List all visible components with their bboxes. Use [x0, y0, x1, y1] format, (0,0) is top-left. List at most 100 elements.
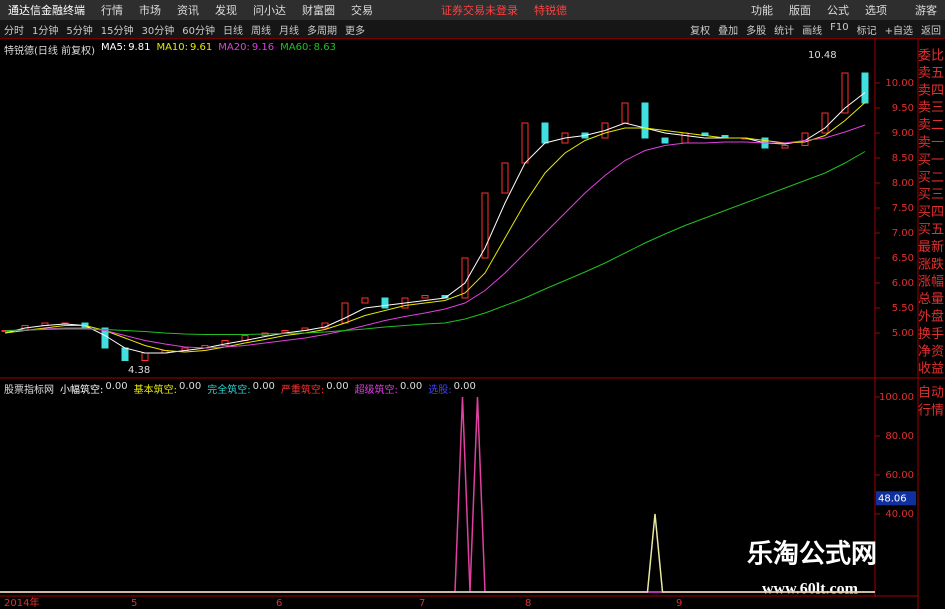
menu-item[interactable]: 选项	[865, 4, 887, 17]
candle	[821, 112, 829, 134]
tool-button[interactable]: 复权	[690, 25, 711, 37]
y-tick-label: 6.50	[892, 253, 914, 264]
y-tick-label: 80.00	[885, 431, 914, 442]
period-tab[interactable]: 多周期	[306, 25, 337, 37]
side-label: 买四	[918, 205, 944, 220]
ma-name: MA20:	[218, 42, 250, 53]
watermark-url: www.60lt.com	[762, 581, 859, 598]
period-tab[interactable]: 1分钟	[32, 25, 59, 37]
caption: 特锐德(日线 前复权)	[4, 46, 95, 57]
price-annotation: 4.38	[128, 365, 150, 376]
menu-item[interactable]: 版面	[789, 4, 811, 17]
y-tick-label: 7.00	[892, 228, 914, 239]
field-value: 0.00	[179, 381, 202, 392]
side-label: 换手	[918, 327, 944, 342]
side-label: 涨跌	[918, 256, 944, 272]
date-label: 2014年	[4, 596, 39, 609]
side-label: 收益	[918, 362, 944, 377]
side-label: 卖五	[918, 66, 944, 81]
side-label: 买三	[918, 188, 944, 203]
tool-button[interactable]: 多股	[746, 25, 767, 37]
menu-item[interactable]: 公式	[827, 4, 849, 17]
tool-button[interactable]: +自选	[884, 25, 913, 37]
ma-name: MA5:	[100, 42, 127, 53]
candle	[461, 257, 469, 299]
ma-value: 9.61	[190, 42, 213, 53]
current-value: 48.06	[878, 493, 907, 504]
notice[interactable]: 证券交易未登录	[441, 4, 518, 17]
menu-item[interactable]: 资讯	[177, 4, 199, 17]
period-tab[interactable]: 15分钟	[100, 25, 134, 37]
candle	[381, 297, 389, 309]
ma-line	[4, 151, 866, 335]
date-label: 5	[131, 598, 137, 609]
period-tab[interactable]: 更多	[344, 25, 365, 37]
field-name: 小幅筑空:	[60, 385, 104, 396]
date-label: 8	[525, 598, 531, 609]
period-tab[interactable]: 日线	[222, 25, 243, 37]
tool-button[interactable]: 画线	[802, 25, 823, 37]
field-value: 0.00	[326, 381, 349, 392]
side-label: 净资	[918, 344, 944, 359]
menu-item[interactable]: 财富圈	[302, 4, 335, 17]
period-tab[interactable]: 月线	[278, 25, 299, 37]
menu-item[interactable]: 市场	[139, 4, 161, 17]
tool-button[interactable]: 叠加	[718, 25, 739, 37]
ma-name: MA60:	[280, 42, 312, 53]
candle	[421, 295, 429, 299]
field-name: 完全筑空:	[207, 385, 251, 396]
user: 游客	[915, 4, 937, 17]
period-tab[interactable]: 周线	[250, 25, 271, 37]
period-tab[interactable]: 分时	[4, 25, 24, 37]
candle	[521, 122, 529, 164]
candle	[121, 347, 129, 361]
candle	[681, 132, 689, 144]
field-value: 0.00	[105, 381, 128, 392]
period-tab[interactable]: 30分钟	[141, 25, 175, 37]
candle	[361, 297, 369, 304]
menu-item[interactable]: 发现	[215, 4, 237, 17]
tool-button[interactable]: 标记	[856, 25, 877, 37]
period-tab[interactable]: 5分钟	[66, 25, 93, 37]
candle	[661, 137, 669, 144]
tools: 复权 叠加 多股 统计 画线 F10 标记 +自选 返回	[686, 22, 945, 37]
side-label: 卖四	[918, 83, 944, 98]
side-label: 卖一	[918, 136, 944, 151]
current-box	[876, 491, 916, 506]
menu-item[interactable]: 行情	[101, 4, 123, 17]
y-tick-label: 6.00	[892, 278, 914, 289]
side-label: 买五	[918, 223, 944, 238]
period-tab[interactable]: 60分钟	[182, 25, 215, 37]
side-label: 最新	[918, 239, 944, 255]
tool-button[interactable]: F10	[830, 21, 849, 33]
app-title: 通达信金融终端	[8, 4, 85, 17]
watermark-title: 乐淘公式网	[747, 540, 877, 570]
ma-name: MA10:	[156, 42, 189, 53]
menu: 行情 市场 资讯 发现 问小达 财富圈 交易	[93, 2, 381, 18]
menu-item[interactable]: 交易	[351, 4, 373, 17]
candle	[341, 302, 349, 324]
y-tick-label: 40.00	[885, 509, 914, 520]
periods: 分时 1分钟 5分钟 15分钟 30分钟 60分钟 日线 周线 月线 多周期 更多	[0, 22, 369, 37]
side-label: 委比	[918, 49, 944, 64]
tool-button[interactable]: 返回	[921, 25, 941, 37]
y-tick-label: 5.00	[892, 328, 914, 339]
menu-item[interactable]: 功能	[751, 4, 773, 17]
candle	[141, 352, 149, 361]
y-tick-label: 7.50	[892, 203, 914, 214]
date-label: 6	[276, 598, 282, 609]
field-value: 0.00	[453, 381, 476, 392]
candle	[621, 102, 629, 124]
tool-button[interactable]: 统计	[774, 25, 795, 37]
ma-line	[4, 102, 866, 353]
date-label: 7	[419, 598, 425, 609]
field-value: 0.00	[399, 381, 423, 392]
menu-bar: 通达信金融终端 行情 市场 资讯 发现 问小达 财富圈 交易 证券交易未登录 特锐德 功能 版…	[0, 0, 945, 20]
side-label: 买一	[918, 153, 944, 168]
toolbar: 分时 1分钟 5分钟 15分钟 30分钟 60分钟 日线 周线 月线 多周期 更多 复权 叠加 多股 统计…	[0, 20, 945, 39]
menu-item[interactable]: 问小达	[253, 4, 286, 17]
y-tick-label: 100.00	[879, 392, 914, 403]
right-menu: 功能 版面 公式 选项	[743, 2, 895, 18]
